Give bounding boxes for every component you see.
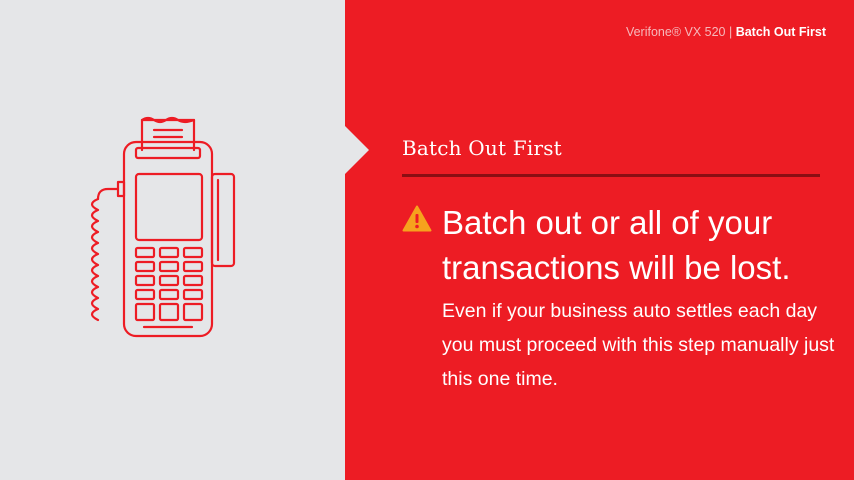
breadcrumb: Verifone® VX 520 | Batch Out First — [626, 25, 826, 39]
breadcrumb-current: Batch Out First — [735, 25, 826, 39]
headline: Batch out or all of your transactions wi… — [442, 204, 791, 286]
panel-pointer — [345, 126, 369, 174]
card-terminal-icon — [90, 116, 236, 338]
content-panel — [345, 0, 854, 480]
section-title: Batch Out First — [402, 136, 562, 160]
divider — [402, 174, 820, 177]
illustration-panel — [0, 0, 345, 480]
breadcrumb-product: Verifone® VX 520 | — [625, 25, 736, 39]
body-text: Even if your business auto settles each … — [442, 300, 835, 390]
warning-triangle-icon — [402, 205, 432, 232]
